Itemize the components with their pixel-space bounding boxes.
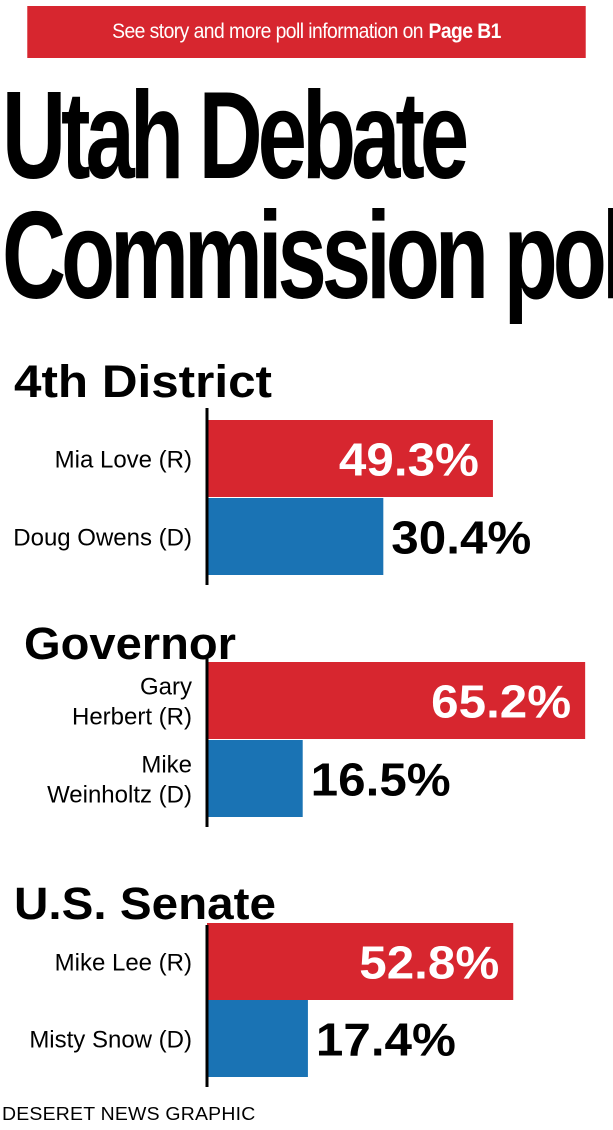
banner: See story and more poll information on P… [27,6,586,58]
value-label: 52.8% [359,937,499,989]
value-label: 49.3% [339,434,479,486]
title-line-1: Utah Debate [2,67,469,205]
bar-4th-district-rep [207,420,493,497]
bar-governor-rep [207,662,586,739]
credit: DESERET NEWS GRAPHIC [2,1104,256,1124]
bar-4th-district-dem [207,498,384,575]
bar-u-s-senate-rep [207,923,514,1000]
panel-title-u-s-senate: U.S. Senate [14,878,276,929]
candidate-label: Doug Owens (D) [13,525,192,552]
candidate-label: Mike [141,752,192,779]
bar-u-s-senate-dem [207,1000,308,1077]
banner-text: See story and more poll information on [112,20,423,43]
candidate-label: Mike Lee (R) [55,950,192,977]
bar-governor-dem [207,740,303,817]
candidate-label: Weinholtz (D) [47,782,192,809]
candidate-label: Herbert (R) [72,704,192,731]
banner-page-ref: Page B1 [428,20,502,43]
panel-title-governor: Governor [24,618,236,669]
title-line-2: Commission poll [2,187,613,325]
value-label: 30.4% [391,512,531,564]
page-title: Utah Debate Commission poll [2,67,613,325]
value-label: 16.5% [311,754,451,806]
panel-title-4th-district: 4th District [14,356,272,407]
candidate-label: Misty Snow (D) [29,1027,192,1054]
poll-chart: 4th District Mia Love (R) 49.3% Doug Owens … [13,356,586,1087]
value-label: 65.2% [431,676,571,728]
value-label: 17.4% [316,1014,456,1066]
candidate-label: Gary [140,674,192,701]
candidate-label: Mia Love (R) [55,447,192,474]
